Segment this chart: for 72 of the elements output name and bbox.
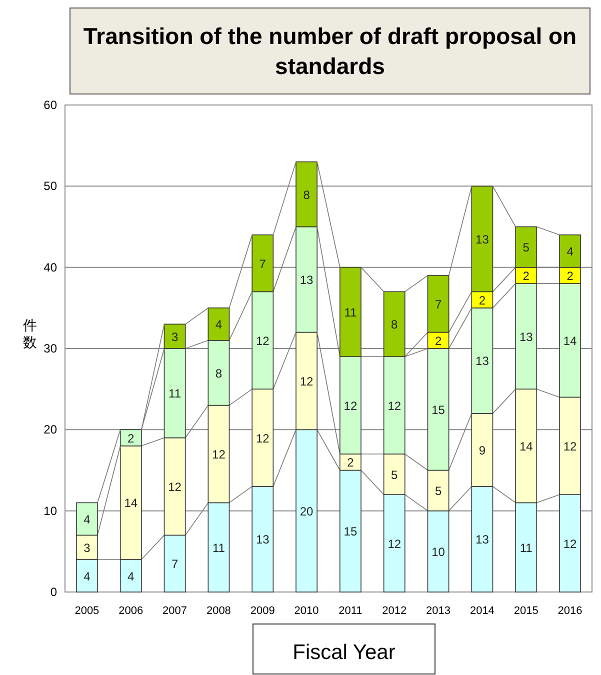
- data-label: 12: [256, 431, 270, 446]
- y-tick-label: 60: [44, 98, 58, 112]
- data-label: 14: [124, 496, 138, 510]
- data-label: 5: [522, 240, 530, 255]
- x-tick-label: 2015: [514, 605, 538, 617]
- data-label: 5: [391, 468, 398, 482]
- x-tick-label: 2011: [338, 605, 362, 617]
- chart-title: Transition of the number of draft proposal on standards: [82, 22, 578, 81]
- data-label: 4: [84, 569, 91, 584]
- data-label: 2: [347, 456, 354, 470]
- y-tick-label: 0: [50, 585, 58, 599]
- y-tick-label: 20: [44, 422, 58, 437]
- data-label: 11: [520, 540, 533, 555]
- data-label: 15: [432, 402, 446, 417]
- x-tick-label: 2016: [558, 605, 582, 617]
- y-tick-label: 10: [44, 504, 58, 518]
- data-label: 13: [300, 273, 314, 288]
- data-label: 2: [478, 293, 486, 308]
- data-label: 5: [434, 484, 442, 498]
- x-tick-label: 2013: [426, 605, 451, 617]
- data-label: 11: [344, 305, 358, 320]
- data-label: 11: [168, 386, 182, 401]
- data-label: 12: [212, 448, 226, 462]
- y-tick-label: 30: [44, 342, 58, 356]
- data-label: 2: [566, 268, 574, 283]
- x-axis-title: Fiscal Year: [292, 641, 396, 664]
- x-tick-label: 2005: [74, 605, 100, 617]
- data-label: 13: [519, 330, 534, 344]
- x-tick-label: 2012: [382, 605, 407, 617]
- data-label: 3: [171, 330, 178, 344]
- data-label: 7: [171, 557, 178, 572]
- data-label: 12: [388, 536, 402, 551]
- data-label: 14: [519, 439, 534, 454]
- data-label: 12: [344, 398, 358, 413]
- data-label: 13: [476, 532, 490, 547]
- x-tick-label: 2010: [294, 605, 319, 617]
- data-label: 13: [476, 354, 490, 368]
- data-label: 15: [344, 524, 358, 539]
- data-label: 4: [128, 569, 135, 584]
- x-tick-label: 2006: [118, 605, 144, 617]
- data-label: 12: [168, 480, 182, 494]
- data-label: 13: [256, 532, 270, 547]
- data-label: 8: [303, 188, 310, 202]
- data-label: 13: [476, 232, 490, 246]
- y-tick-label: 40: [44, 260, 58, 274]
- data-label: 10: [432, 544, 446, 559]
- data-label: 11: [212, 540, 226, 555]
- data-label: 8: [215, 366, 222, 380]
- data-label: 2: [434, 334, 442, 348]
- data-label: 4: [215, 318, 222, 332]
- data-label: 7: [434, 297, 442, 312]
- data-label: 12: [563, 536, 578, 551]
- data-label: 9: [478, 443, 486, 458]
- x-tick-label: 2008: [206, 605, 231, 617]
- data-label: 4: [566, 244, 574, 259]
- x-tick-label: 2009: [250, 605, 275, 617]
- data-label: 12: [563, 439, 578, 454]
- data-label: 3: [84, 540, 91, 555]
- data-label: 20: [300, 504, 314, 518]
- data-label: 4: [84, 512, 91, 526]
- data-label: 2: [522, 268, 530, 283]
- data-label: 8: [391, 318, 398, 332]
- x-tick-label: 2007: [162, 605, 188, 617]
- data-label: 12: [256, 334, 270, 348]
- y-tick-label: 50: [44, 179, 58, 194]
- data-label: 2: [128, 431, 135, 446]
- data-label: 12: [388, 398, 402, 413]
- data-label: 14: [563, 334, 578, 348]
- data-label: 12: [300, 374, 314, 388]
- x-tick-label: 2014: [470, 605, 494, 617]
- y-axis-title: 件数: [23, 317, 37, 350]
- data-label: 7: [259, 256, 266, 271]
